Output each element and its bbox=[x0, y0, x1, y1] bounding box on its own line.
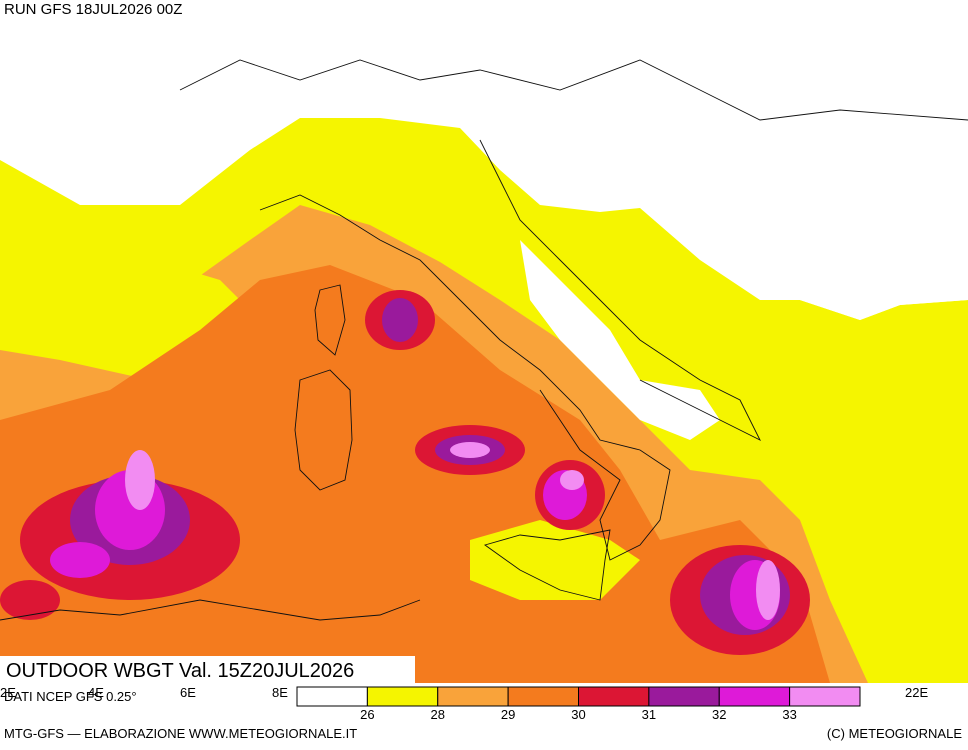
zone-pink bbox=[560, 470, 584, 490]
coastline bbox=[0, 599, 421, 621]
zone-red bbox=[0, 580, 60, 620]
zone-magenta bbox=[50, 542, 110, 578]
colorbar-label: 26 bbox=[360, 707, 374, 722]
colorbar-swatch bbox=[507, 686, 579, 707]
lon-label: 2E bbox=[0, 685, 16, 700]
corsica bbox=[314, 284, 346, 356]
legend-box bbox=[0, 656, 415, 684]
zone-pink bbox=[756, 560, 780, 620]
colorbar-swatch bbox=[296, 686, 368, 707]
lon-label: 8E bbox=[272, 685, 288, 700]
colorbar-swatch bbox=[789, 686, 861, 707]
zone-pink bbox=[125, 450, 155, 510]
colorbar-swatch bbox=[437, 686, 509, 707]
colorbar-label: 32 bbox=[712, 707, 726, 722]
colorbar-label: 29 bbox=[501, 707, 515, 722]
colorbar-swatch bbox=[578, 686, 650, 707]
coastline bbox=[479, 139, 762, 442]
run-label: RUN GFS 18JUL2026 00Z bbox=[4, 1, 182, 18]
colorbar-label: 31 bbox=[642, 707, 656, 722]
colorbar-swatch bbox=[648, 686, 720, 707]
lon-label: 22E bbox=[905, 685, 928, 700]
colorbar-label: 28 bbox=[431, 707, 445, 722]
sicily bbox=[483, 529, 611, 601]
colorbar: 26 28 29 30 31 32 33 bbox=[296, 686, 861, 722]
field bbox=[0, 100, 968, 683]
colorbar-swatch bbox=[718, 686, 791, 707]
lon-label: 4E bbox=[88, 685, 104, 700]
colorbar-label: 30 bbox=[571, 707, 585, 722]
lon-label: 6E bbox=[180, 685, 196, 700]
zone-pink bbox=[450, 442, 490, 458]
footer-left: MTG-GFS — ELABORAZIONE WWW.METEOGIORNALE… bbox=[4, 726, 357, 741]
colorbar-swatch bbox=[366, 686, 439, 707]
colorbar-label: 33 bbox=[782, 707, 796, 722]
zone-yellow-south bbox=[470, 520, 640, 600]
coastline bbox=[259, 194, 671, 561]
land-white bbox=[620, 100, 968, 320]
zone-purple bbox=[382, 298, 418, 342]
legend-title: OUTDOOR WBGT Val. 15Z20JUL2026 bbox=[6, 660, 354, 682]
land-white bbox=[520, 240, 720, 440]
coastlines bbox=[0, 59, 968, 621]
footer-right: (C) METEOGIORNALE bbox=[827, 726, 962, 741]
coastline bbox=[179, 59, 968, 121]
source-label: DATI NCEP GFS 0.25° bbox=[4, 689, 137, 704]
sardinia bbox=[294, 369, 353, 491]
